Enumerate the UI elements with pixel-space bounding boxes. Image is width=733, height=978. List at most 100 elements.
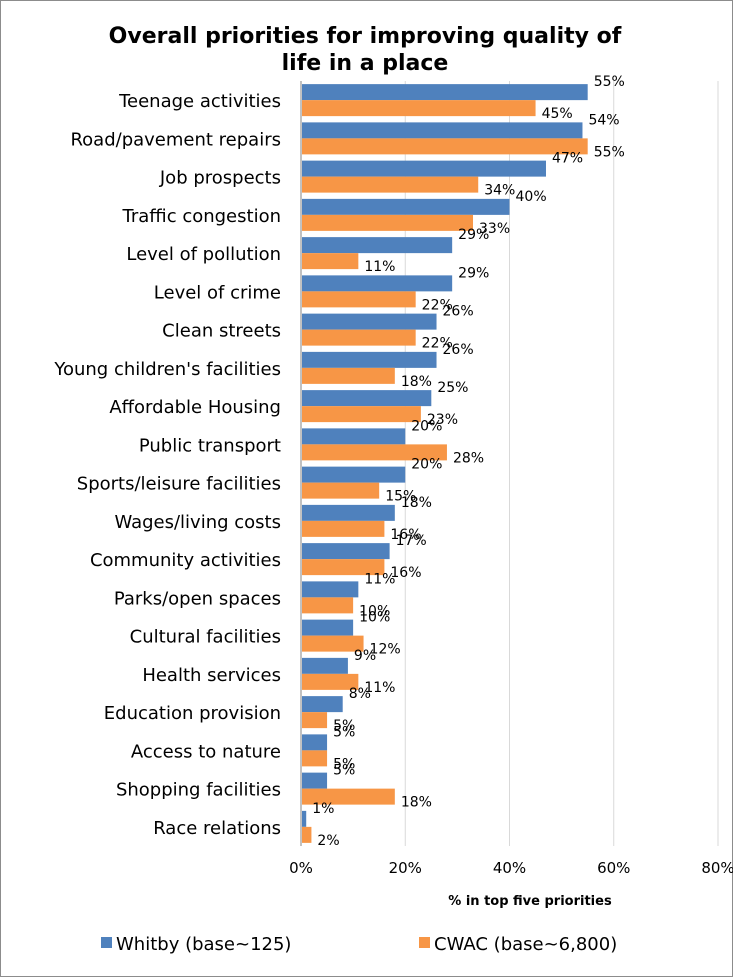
- data-label: 29%: [458, 265, 489, 281]
- bar-whitby: [302, 313, 437, 330]
- data-label: 11%: [364, 571, 395, 587]
- data-label: 20%: [411, 457, 442, 473]
- bar-whitby: [302, 696, 343, 713]
- category-label: Public transport: [139, 435, 281, 456]
- category-label: Parks/open spaces: [114, 588, 281, 609]
- category-label: Race relations: [153, 818, 281, 839]
- bar-cwac: [302, 444, 447, 461]
- bar-cwac: [302, 559, 385, 576]
- data-label: 28%: [453, 450, 484, 466]
- x-axis-title: % in top five priorities: [448, 894, 612, 909]
- bar-cwac: [302, 712, 328, 729]
- data-label: 10%: [359, 603, 390, 619]
- data-label: 8%: [349, 686, 371, 702]
- bar-whitby: [302, 84, 588, 101]
- category-label: Access to nature: [131, 741, 281, 762]
- data-label: 20%: [411, 418, 442, 434]
- data-label: 54%: [588, 112, 619, 128]
- legend: Whitby (base~125) CWAC (base~6,800): [101, 934, 617, 955]
- data-label: 11%: [364, 259, 395, 275]
- legend-item-cwac: CWAC (base~6,800): [419, 934, 617, 955]
- category-label: Level of pollution: [126, 244, 281, 265]
- bar-whitby: [302, 810, 307, 827]
- bar-cwac: [302, 100, 536, 117]
- bar-whitby: [302, 122, 583, 139]
- category-label: Road/pavement repairs: [70, 129, 281, 150]
- bar-cwac: [302, 291, 416, 308]
- bar-whitby: [302, 390, 432, 407]
- bar-cwac: [302, 750, 328, 767]
- bar-cwac: [302, 253, 359, 270]
- data-label: 55%: [594, 74, 625, 90]
- bar-whitby: [302, 619, 354, 636]
- bar-whitby: [302, 198, 510, 215]
- category-labels: Teenage activities Road/pavement repairs J…: [53, 91, 281, 839]
- bars: [302, 84, 588, 843]
- x-tick-label: 20%: [389, 859, 422, 877]
- data-label: 40%: [516, 189, 547, 205]
- data-label: 45%: [542, 106, 573, 122]
- data-label: 10%: [359, 610, 390, 626]
- bar-cwac: [302, 406, 421, 423]
- data-label: 29%: [458, 227, 489, 243]
- legend-item-whitby: Whitby (base~125): [101, 934, 291, 955]
- bar-cwac: [302, 520, 385, 537]
- data-label: 16%: [390, 565, 421, 581]
- data-label: 11%: [364, 680, 395, 696]
- data-label: 1%: [312, 801, 334, 817]
- data-label: 26%: [443, 342, 474, 358]
- data-label: 18%: [401, 495, 432, 511]
- x-tick-label: 80%: [701, 859, 733, 877]
- data-labels: 55%45% 54%55%47%34% 40%33%29%11% 29%22%26%2…: [312, 74, 625, 849]
- data-label: 23%: [427, 412, 458, 428]
- data-label: 22%: [422, 336, 453, 352]
- data-label: 9%: [354, 648, 376, 664]
- bar-whitby: [302, 581, 359, 598]
- category-label: Clean streets: [162, 321, 281, 342]
- data-label: 5%: [333, 718, 355, 734]
- bar-whitby: [302, 351, 437, 368]
- bar-whitby: [302, 466, 406, 483]
- bar-whitby: [302, 428, 406, 445]
- bar-cwac: [302, 367, 395, 384]
- bar-whitby: [302, 275, 453, 292]
- category-label: Teenage activities: [118, 91, 281, 112]
- category-label: Wages/living costs: [114, 512, 281, 533]
- data-label: 17%: [396, 533, 427, 549]
- data-label: 26%: [443, 304, 474, 320]
- data-label: 2%: [317, 833, 339, 849]
- legend-swatch: [101, 937, 112, 948]
- category-label: Shopping facilities: [116, 780, 281, 801]
- x-tick-label: 40%: [493, 859, 526, 877]
- bar-cwac: [302, 826, 312, 843]
- bar-cwac: [302, 176, 479, 193]
- bar-whitby: [302, 657, 348, 674]
- category-label: Cultural facilities: [130, 627, 281, 648]
- data-label: 25%: [437, 380, 468, 396]
- data-label: 33%: [479, 221, 510, 237]
- category-label: Health services: [142, 665, 281, 686]
- bar-cwac: [302, 635, 364, 652]
- legend-label: Whitby (base~125): [116, 934, 291, 955]
- data-label: 18%: [401, 374, 432, 390]
- category-label: Traffic congestion: [122, 206, 281, 227]
- data-label: 12%: [370, 642, 401, 658]
- bar-cwac: [302, 788, 395, 805]
- data-label: 34%: [484, 183, 515, 199]
- x-axis-ticks: 0% 20% 40% 60% 80%: [289, 859, 733, 877]
- bar-whitby: [302, 734, 328, 751]
- category-label: Job prospects: [159, 168, 281, 189]
- data-label: 5%: [333, 763, 355, 779]
- data-label: 15%: [385, 489, 416, 505]
- bar-cwac: [302, 673, 359, 690]
- chart-title-line-1: Overall priorities for improving quality…: [109, 24, 622, 49]
- bar-whitby: [302, 772, 328, 789]
- x-tick-label: 60%: [597, 859, 630, 877]
- data-label: 5%: [333, 756, 355, 772]
- bar-cwac: [302, 482, 380, 499]
- bar-cwac: [302, 597, 354, 614]
- bar-cwac: [302, 138, 588, 155]
- data-label: 47%: [552, 151, 583, 167]
